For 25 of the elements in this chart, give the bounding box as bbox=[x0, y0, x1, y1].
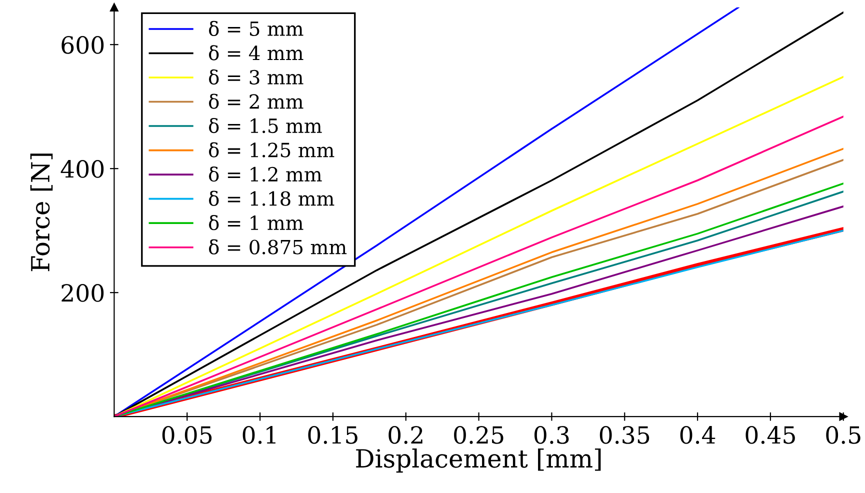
legend-label: δ = 1.25 mm bbox=[208, 142, 334, 158]
x-tick-label: 0.1 bbox=[242, 426, 276, 444]
y-axis-title: Force [N] bbox=[30, 154, 53, 272]
x-tick-label: 0.3 bbox=[534, 426, 569, 444]
x-tick-label: 0.05 bbox=[162, 426, 212, 444]
legend-label: δ = 1 mm bbox=[208, 215, 304, 230]
x-axis-title: Displacement [mm] bbox=[356, 448, 601, 473]
x-tick-label: 0.15 bbox=[308, 426, 358, 444]
legend-label: δ = 4 mm bbox=[208, 45, 304, 60]
legend-label: δ = 2 mm bbox=[208, 94, 304, 109]
legend-label: δ = 1.2 mm bbox=[208, 166, 322, 182]
legend-label: δ = 1.5 mm bbox=[208, 118, 322, 134]
x-tick-label: 0.35 bbox=[600, 426, 650, 444]
legend-label: δ = 1.18 mm bbox=[208, 190, 334, 206]
y-tick-label: 200 bbox=[62, 284, 104, 302]
x-tick-label: 0.5 bbox=[826, 426, 860, 444]
y-tick-label: 400 bbox=[60, 160, 104, 178]
legend-label: δ = 0.875 mm bbox=[208, 239, 347, 254]
x-tick-label: 0.45 bbox=[746, 426, 795, 444]
legend-label: δ = 3 mm bbox=[208, 69, 304, 85]
legend-label: δ = 5 mm bbox=[208, 20, 304, 36]
x-tick-label: 0.4 bbox=[680, 426, 716, 444]
y-tick-label: 600 bbox=[62, 36, 104, 54]
x-tick-label: 0.2 bbox=[388, 426, 422, 444]
x-tick-label: 0.25 bbox=[454, 426, 504, 444]
